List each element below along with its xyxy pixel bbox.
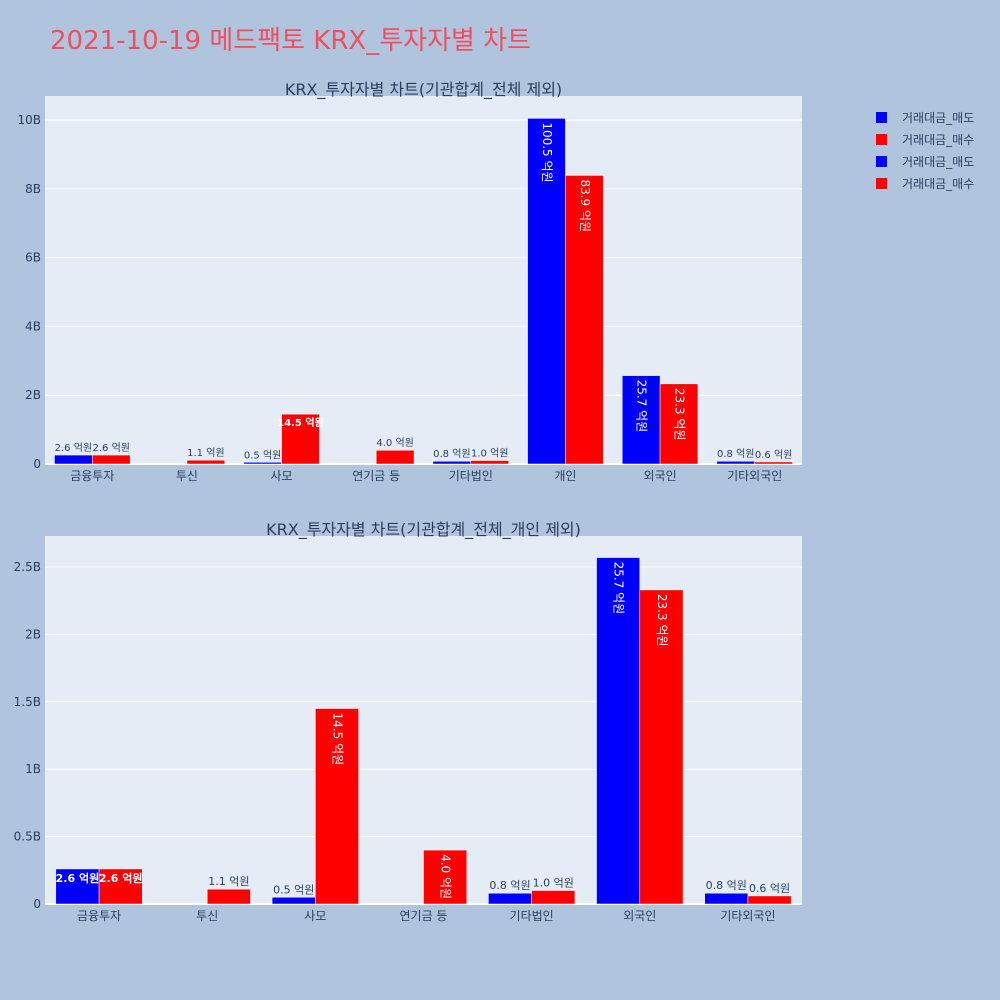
- data-label: 0.5 억원: [273, 883, 314, 896]
- bar: [527, 118, 566, 465]
- bar: [470, 460, 509, 465]
- bar: [565, 175, 604, 465]
- bar: [243, 462, 282, 465]
- data-label: 100.5 억원: [540, 122, 554, 182]
- data-label: 0.8 억원: [489, 879, 530, 892]
- bar: [596, 557, 641, 905]
- data-label: 1.0 억원: [471, 448, 508, 460]
- y-tick-label: 0: [33, 897, 41, 911]
- bar: [716, 460, 755, 465]
- bar: [98, 868, 143, 905]
- x-tick-label: 금융투자: [70, 469, 114, 483]
- bar: [704, 892, 749, 905]
- legend[interactable]: 거래대금_매도 거래대금_매수 거래대금_매도 거래대금_매수: [876, 106, 974, 194]
- legend-label: 거래대금_매수: [902, 132, 975, 147]
- legend-label: 거래대금_매도: [902, 110, 975, 125]
- data-label: 25.7 억원: [635, 380, 649, 433]
- x-tick-label: 사모: [271, 469, 293, 483]
- legend-swatch: [876, 177, 887, 189]
- x-tick-label: 기타법인: [449, 469, 493, 483]
- y-tick-label: 10B: [17, 113, 41, 127]
- y-tick-label: 2B: [25, 627, 41, 641]
- bar: [186, 459, 226, 465]
- page-title: 2021-10-19 메드팩토 KRX_투자자별 차트: [50, 26, 532, 56]
- x-tick-label: 기타외국인: [720, 909, 775, 923]
- y-tick-label: 1.5B: [14, 695, 41, 709]
- y-tick-label: 8B: [25, 182, 41, 196]
- y-tick-label: 6B: [25, 251, 41, 265]
- legend-label: 거래대금_매수: [902, 176, 975, 191]
- data-label: 0.6 억원: [749, 882, 790, 895]
- plot-area: [45, 536, 802, 904]
- data-label: 2.6 억원: [92, 442, 129, 454]
- chart-title: KRX_투자자별 차트(기관합계_전체 제외): [285, 80, 562, 100]
- data-label: 2.6 억원: [56, 871, 100, 885]
- x-tick-label: 사모: [304, 909, 326, 923]
- bar: [92, 454, 131, 465]
- y-tick-label: 4B: [25, 319, 41, 333]
- x-tick-label: 연기금 등: [400, 909, 448, 923]
- legend-item[interactable]: 거래대금_매수: [876, 172, 974, 194]
- x-tick-label: 연기금 등: [352, 469, 400, 483]
- bar: [55, 868, 100, 905]
- legend-label: 거래대금_매도: [902, 154, 975, 169]
- bar: [271, 897, 316, 905]
- x-tick-label: 외국인: [623, 909, 656, 923]
- bar: [659, 383, 699, 465]
- bar: [423, 849, 468, 905]
- legend-swatch: [876, 155, 887, 167]
- data-label: 83.9 억원: [578, 179, 592, 232]
- x-tick-label: 금융투자: [77, 909, 121, 923]
- bar: [488, 892, 532, 905]
- data-label: 14.5 억원: [277, 416, 324, 429]
- data-label: 1.1 억원: [208, 875, 249, 888]
- data-label: 23.3 억원: [672, 388, 686, 441]
- legend-item[interactable]: 거래대금_매도: [876, 106, 974, 128]
- data-label: 1.0 억원: [533, 877, 574, 890]
- bar: [206, 888, 251, 905]
- y-tick-label: 2.5B: [14, 560, 41, 574]
- x-tick-label: 투신: [196, 909, 218, 923]
- bar: [315, 708, 359, 905]
- y-tick-label: 2B: [25, 388, 41, 402]
- data-label: 25.7 억원: [612, 562, 626, 615]
- x-tick-label: 투신: [176, 469, 198, 483]
- data-label: 23.3 억원: [655, 594, 669, 647]
- bar: [432, 460, 472, 465]
- x-tick-label: 기타외국인: [727, 469, 782, 483]
- data-label: 0.8 억원: [433, 448, 470, 460]
- chart-title: KRX_투자자별 차트(기관합계_전체_개인 제외): [266, 520, 581, 540]
- data-label: 14.5 억원: [330, 713, 344, 766]
- y-tick-label: 0.5B: [14, 830, 41, 844]
- x-tick-label: 개인: [554, 469, 576, 483]
- bar: [54, 454, 93, 465]
- data-label: 4.0 억원: [376, 437, 413, 449]
- bar: [281, 413, 320, 465]
- bar: [754, 461, 793, 465]
- x-tick-label: 기타법인: [510, 909, 554, 923]
- bar: [621, 375, 661, 465]
- legend-swatch: [876, 133, 887, 145]
- legend-swatch: [876, 111, 887, 123]
- y-tick-label: 1B: [25, 762, 41, 776]
- data-label: 0.5 억원: [244, 449, 281, 461]
- data-label: 0.6 억원: [755, 449, 792, 461]
- legend-item[interactable]: 거래대금_매수: [876, 128, 974, 150]
- bar: [531, 890, 576, 905]
- data-label: 2.6 억원: [55, 442, 92, 454]
- data-label: 4.0 억원: [439, 854, 453, 899]
- data-label: 2.6 억원: [99, 871, 143, 885]
- y-tick-label: 0: [33, 457, 41, 471]
- legend-item[interactable]: 거래대금_매도: [876, 150, 974, 172]
- x-tick-label: 외국인: [644, 469, 677, 483]
- data-label: 1.1 억원: [187, 447, 224, 459]
- bar: [639, 589, 684, 905]
- bar: [747, 895, 792, 905]
- data-label: 0.8 억원: [717, 448, 754, 460]
- bar: [375, 449, 415, 465]
- data-label: 0.8 억원: [706, 879, 747, 892]
